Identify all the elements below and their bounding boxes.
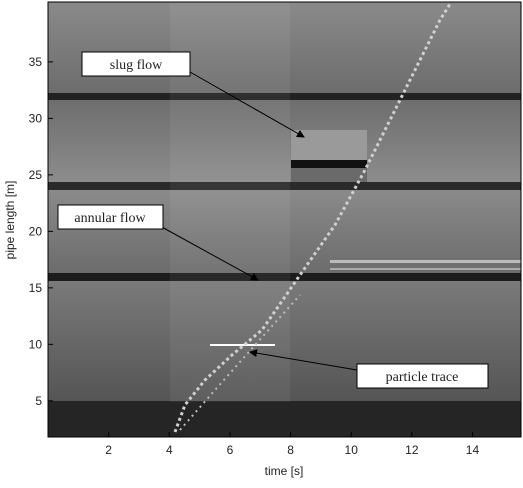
y-axis-label: pipe length [m]	[3, 181, 17, 260]
annotation-text: annular flow	[74, 211, 146, 226]
y-tick-label: 20	[29, 224, 43, 238]
x-tick-label: 10	[345, 443, 359, 457]
y-tick-label: 35	[29, 55, 43, 69]
y-tick-label: 30	[29, 111, 43, 125]
y-tick-label: 10	[29, 337, 43, 351]
y-tick-label: 15	[29, 281, 43, 295]
y-tick-label: 5	[35, 394, 42, 408]
annotation-text: particle trace	[386, 370, 459, 385]
x-tick-label: 8	[287, 443, 294, 457]
x-tick-label: 4	[166, 443, 173, 457]
x-axis-label: time [s]	[265, 464, 304, 478]
annotation-text: slug flow	[110, 58, 163, 73]
x-tick-label: 12	[405, 443, 419, 457]
annotation: slug flow annular flow particle trace	[57, 51, 489, 389]
x-tick-label: 2	[105, 443, 112, 457]
plot-frame	[47, 1, 522, 438]
y-tick-label: 25	[29, 168, 43, 182]
x-tick-label: 14	[466, 443, 480, 457]
x-tick-label: 6	[227, 443, 234, 457]
